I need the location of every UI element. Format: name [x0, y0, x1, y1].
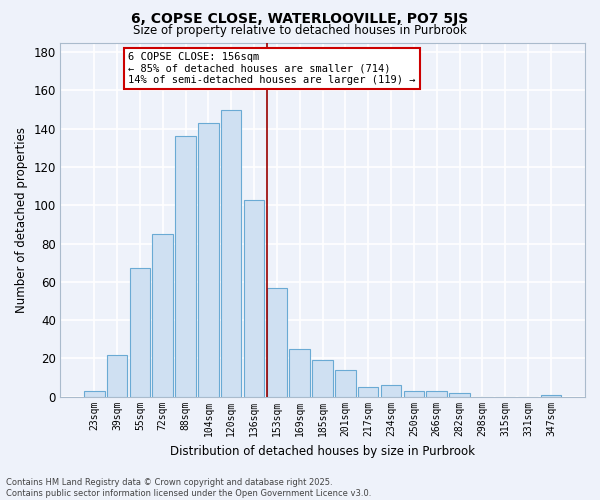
Bar — [335, 370, 356, 397]
Bar — [198, 123, 218, 397]
Bar — [449, 393, 470, 397]
Bar — [130, 268, 150, 397]
Bar — [152, 234, 173, 397]
Bar — [541, 395, 561, 397]
Bar — [381, 386, 401, 397]
Bar — [312, 360, 333, 397]
Bar — [175, 136, 196, 397]
Text: 6 COPSE CLOSE: 156sqm
← 85% of detached houses are smaller (714)
14% of semi-det: 6 COPSE CLOSE: 156sqm ← 85% of detached … — [128, 52, 416, 86]
Bar — [404, 391, 424, 397]
Bar — [221, 110, 241, 397]
X-axis label: Distribution of detached houses by size in Purbrook: Distribution of detached houses by size … — [170, 444, 475, 458]
Bar — [289, 349, 310, 397]
Text: Size of property relative to detached houses in Purbrook: Size of property relative to detached ho… — [133, 24, 467, 37]
Bar — [427, 391, 447, 397]
Text: Contains HM Land Registry data © Crown copyright and database right 2025.
Contai: Contains HM Land Registry data © Crown c… — [6, 478, 371, 498]
Bar — [84, 391, 104, 397]
Bar — [266, 288, 287, 397]
Y-axis label: Number of detached properties: Number of detached properties — [15, 126, 28, 312]
Text: 6, COPSE CLOSE, WATERLOOVILLE, PO7 5JS: 6, COPSE CLOSE, WATERLOOVILLE, PO7 5JS — [131, 12, 469, 26]
Bar — [358, 387, 379, 397]
Bar — [107, 354, 127, 397]
Bar — [244, 200, 265, 397]
